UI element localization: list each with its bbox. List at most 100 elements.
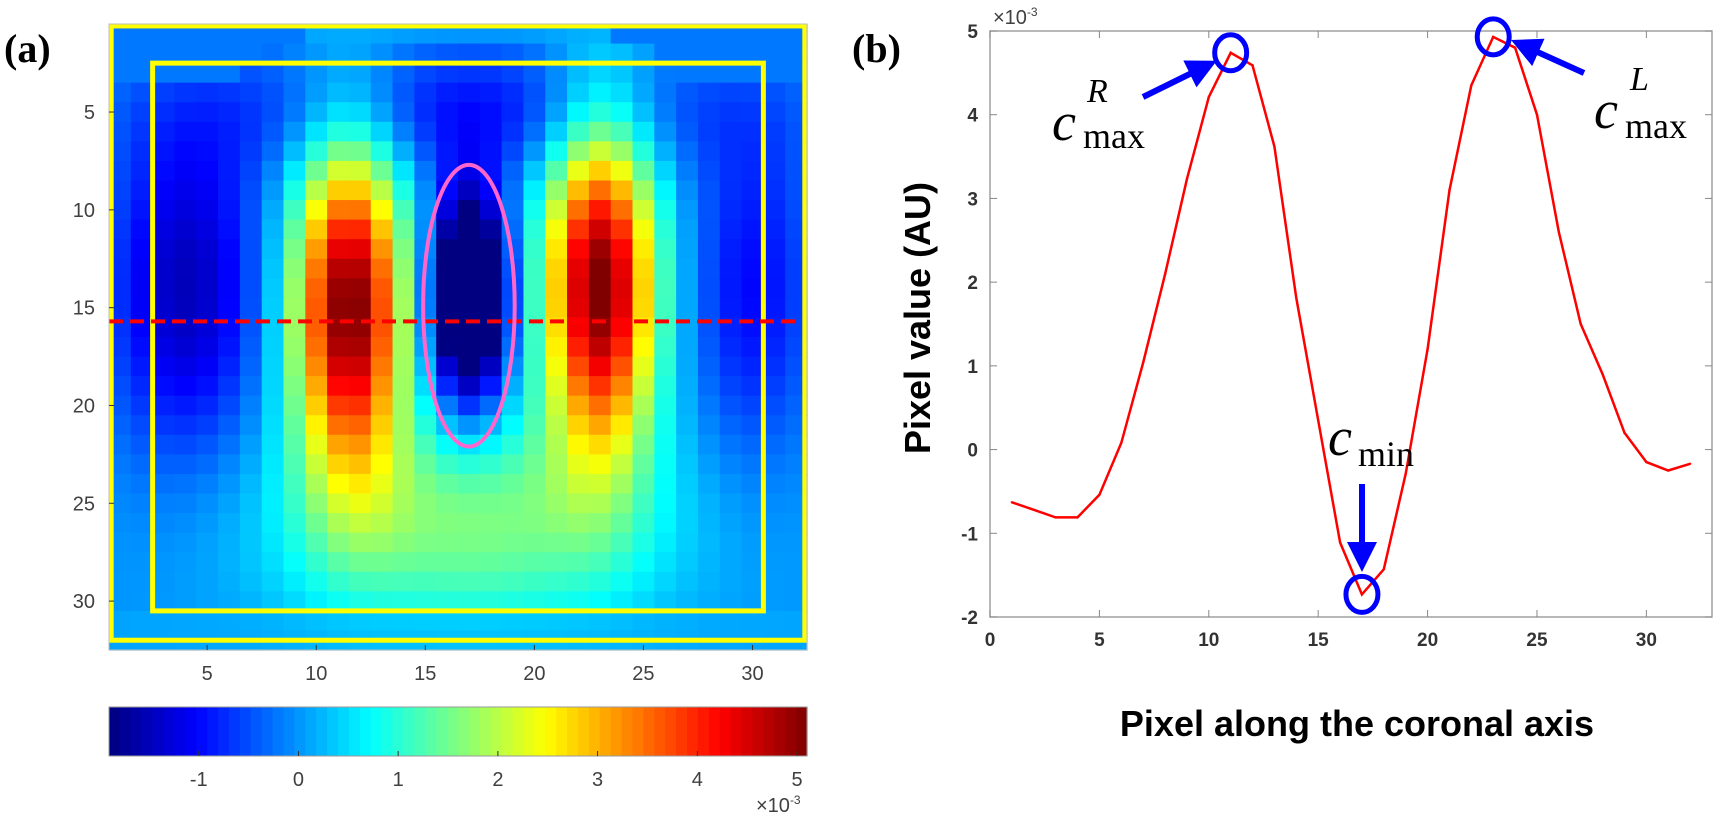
heatmap-cell — [567, 239, 590, 260]
heatmap-cell — [479, 473, 503, 495]
heatmap-cell — [567, 24, 590, 45]
heatmap-cell — [174, 513, 197, 534]
heatmap-cell — [261, 376, 285, 397]
heatmap-cell — [588, 356, 612, 377]
heatmap-cell — [283, 337, 306, 358]
heatmap-cell — [610, 356, 634, 377]
heatmap-cell — [763, 395, 786, 416]
profile-data-point — [1076, 516, 1079, 519]
heatmap-cell — [719, 121, 743, 142]
heatmap-cell — [697, 532, 721, 553]
heatmap-cell — [567, 571, 590, 592]
heatmap-cell — [392, 513, 415, 534]
heatmap-cell — [676, 513, 699, 534]
heatmap-cell — [479, 297, 503, 319]
heatmap-cell — [109, 102, 132, 123]
heatmap-cell — [283, 454, 306, 475]
colorbar-segment — [294, 707, 306, 756]
heatmap-cell — [239, 493, 263, 514]
heatmap-cell — [109, 493, 132, 514]
heatmap-cell — [588, 297, 612, 319]
heatmap-cell — [785, 532, 808, 553]
colorbar-segment — [436, 707, 448, 756]
profile-data-point — [1535, 113, 1539, 116]
heatmap-cell — [348, 532, 372, 553]
heatmap-cell — [567, 337, 590, 358]
heatmap-cell — [196, 297, 219, 319]
heatmap-cell — [545, 532, 568, 553]
heatmap-cell — [501, 571, 525, 592]
colorbar-segment — [261, 707, 274, 756]
marker-circle-cmin — [1343, 573, 1381, 615]
colorbar-segment — [316, 707, 328, 756]
y-tick-label: 1 — [967, 357, 978, 378]
heatmap-cell — [305, 434, 328, 455]
heatmap-cell — [501, 493, 525, 514]
heatmap-cell — [654, 415, 677, 436]
heatmap-cell — [523, 121, 546, 142]
heatmap-cell — [370, 24, 394, 45]
heatmap-cell — [218, 180, 241, 201]
heatmap-cell — [174, 337, 197, 358]
heatmap-cell — [196, 493, 219, 514]
heatmap-cell — [130, 160, 154, 182]
heatmap-cell — [610, 63, 634, 84]
heatmap-cell — [458, 571, 481, 592]
y-tick-label: 30 — [73, 591, 95, 613]
heatmap-cell — [741, 219, 764, 240]
heatmap-cell — [567, 180, 590, 201]
heatmap-cell — [785, 493, 808, 514]
heatmap-cell — [348, 102, 372, 123]
x-axis-label: Pixel along the coronal axis — [1120, 703, 1594, 744]
heatmap-cell — [130, 102, 154, 123]
heatmap-cell — [414, 571, 437, 592]
heatmap-cell — [741, 24, 764, 45]
profile-data-point — [1557, 230, 1561, 234]
heatmap-cell — [567, 160, 590, 182]
heatmap-cell — [567, 82, 590, 103]
heatmap-cell — [239, 552, 263, 573]
heatmap-cell — [458, 493, 481, 514]
heatmap-cell — [218, 395, 241, 416]
heatmap-cell — [218, 278, 241, 299]
heatmap-cell — [109, 552, 132, 573]
heatmap-cell — [741, 473, 764, 495]
heatmap-cell — [218, 610, 241, 632]
heatmap-cell — [523, 63, 546, 84]
heatmap-cell — [348, 571, 372, 592]
heatmap-cell — [501, 356, 525, 377]
annotation-cmax-l-sub: max — [1625, 106, 1687, 146]
heatmap-cell — [458, 200, 481, 221]
colorbar: -1 0 1 2 3 4 5 — [108, 706, 808, 791]
heatmap-cell — [567, 102, 590, 123]
heatmap-cell — [130, 395, 154, 416]
heatmap-cell — [305, 356, 328, 377]
heatmap-cell — [632, 219, 655, 240]
heatmap-cell — [697, 200, 721, 221]
heatmap-cell — [327, 43, 350, 64]
heatmap-cell — [239, 454, 263, 475]
heatmap-cell — [283, 63, 306, 84]
heatmap-cell — [261, 532, 285, 553]
heatmap-cell — [327, 376, 350, 397]
heatmap-cell — [523, 141, 546, 162]
heatmap-cell — [458, 180, 481, 201]
colorbar-segment — [239, 707, 252, 756]
heatmap-cell — [632, 180, 655, 201]
heatmap-cell — [174, 200, 197, 221]
heatmap-cell — [545, 219, 568, 240]
heatmap-cell — [741, 434, 764, 455]
heatmap-cell — [196, 473, 219, 495]
heatmap-cell — [174, 43, 197, 64]
heatmap-cell — [523, 473, 546, 495]
heatmap-cell — [348, 160, 372, 182]
profile-data-point — [1492, 35, 1495, 39]
heatmap-cell — [414, 63, 437, 84]
heatmap-cell — [697, 395, 721, 416]
heatmap-cell — [719, 552, 743, 573]
colorbar-segment — [796, 707, 808, 756]
heatmap-cell — [697, 121, 721, 142]
heatmap-cell — [436, 356, 459, 377]
heatmap-cell — [741, 454, 764, 475]
